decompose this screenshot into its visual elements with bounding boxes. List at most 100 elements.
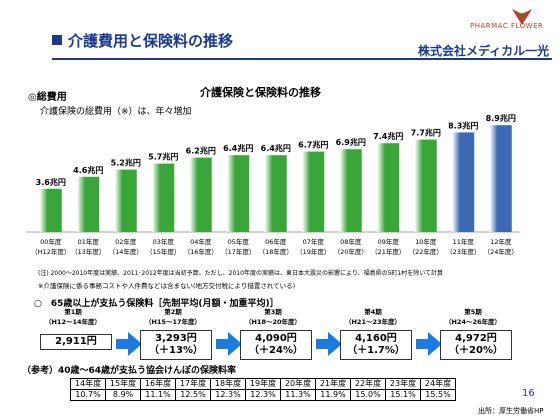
chart-title: 介護保険と保険料の推移 (200, 86, 321, 99)
rate-year-cell: 14年度 (70, 378, 106, 390)
rate-value-cell: 12.3% (245, 389, 281, 401)
bar-value-label: 3.6兆円 (36, 177, 66, 187)
category-label: 01年度 (78, 237, 100, 246)
period-label: 第1期 （H12～14年度） (28, 306, 118, 326)
table-row-years: 14年度 15年度 16年度 17年度 18年度 19年度 20年度 21年度 22年度 23年度… (70, 378, 456, 390)
category-label: （18年度） (259, 247, 293, 256)
source-note: 出所：厚生労働省HP (478, 407, 544, 415)
category-label: 04年度 (190, 237, 212, 246)
category-label: 00年度 (40, 237, 62, 246)
bar (302, 151, 325, 232)
bar-value-label: 8.9兆円 (486, 113, 516, 123)
bar-value-label: 5.2兆円 (111, 158, 141, 168)
rate-year-cell: 20年度 (280, 378, 316, 390)
category-label: 05年度 (228, 237, 250, 246)
cost-bar-chart: 3.6兆円 00年度（H12年度） 4.6兆円 01年度（13年度） 5.2兆円 02年度… (26, 113, 520, 256)
period-premium-box: 4,090円 （＋24%） (240, 330, 312, 360)
arrow-right-icon (316, 332, 342, 356)
rate-year-cell: 16年度 (140, 378, 176, 390)
period-label: 第3期 （H18～20年度） (228, 306, 318, 326)
bar (264, 155, 287, 232)
bar-value-label: 6.4兆円 (223, 143, 253, 153)
bar-value-label: 5.7兆円 (148, 152, 178, 162)
category-label: 08年度 (340, 237, 362, 246)
bar (227, 155, 250, 232)
period-name: 第4期 (364, 308, 382, 316)
category-label: 06年度 (265, 237, 287, 246)
bar (114, 169, 137, 232)
period-change-rate: （＋13%） (149, 345, 203, 356)
rate-year-cell: 17年度 (175, 378, 211, 390)
page-number: 16 (522, 388, 535, 399)
category-label: （14年度） (109, 247, 143, 256)
flower-logo-icon (512, 9, 532, 25)
period-name: 第3期 (264, 308, 282, 316)
period-label: 第4期 （H21～23年度） (328, 306, 418, 326)
bar (77, 176, 100, 232)
period-label: 第5期 （H24～26年度） (428, 306, 518, 326)
rate-value-cell: 11.1% (140, 389, 176, 401)
rate-value-cell: 12.5% (175, 389, 211, 401)
category-label: （17年度） (221, 247, 255, 256)
premium-rate-table: 14年度 15年度 16年度 17年度 18年度 19年度 20年度 21年度 22年度 23年度… (70, 378, 456, 401)
period-name: 第1期 (64, 308, 82, 316)
bar-value-label: 7.4兆円 (373, 131, 403, 141)
category-label: 09年度 (378, 237, 400, 246)
period-premium-value: 4,090円 (255, 333, 297, 344)
bar (152, 163, 175, 232)
rate-value-cell: 12.3% (210, 389, 246, 401)
category-label: （23年度） (446, 247, 480, 256)
category-label: （19年度） (296, 247, 330, 256)
category-label: （H12年度） (31, 247, 70, 256)
bar (39, 188, 62, 232)
bar-value-label: 6.7兆円 (298, 140, 328, 150)
period-premium-box: 4,972円 （＋20%） (440, 330, 512, 360)
period-change-rate: （＋1.7%） (347, 345, 405, 356)
period-premium-value: 4,972円 (455, 333, 497, 344)
rate-year-cell: 24年度 (420, 378, 456, 390)
category-label: （13年度） (71, 247, 105, 256)
category-label: 02年度 (115, 237, 137, 246)
bar-value-label: 8.3兆円 (448, 120, 478, 130)
chart-note-1: (注) 2000～2010年度は実績、2011･2012年度は当初予算。ただし、… (38, 270, 444, 277)
period-years: （H15～17年度） (144, 318, 202, 326)
bar-value-label: 7.7兆円 (411, 128, 441, 138)
rate-year-cell: 18年度 (210, 378, 246, 390)
rate-value-cell: 15.0% (350, 389, 386, 401)
rate-value-cell: 10.7% (70, 389, 106, 401)
period-years: （H12～14年度） (44, 318, 102, 326)
period-premium-box: 3,293円 （＋13%） (140, 330, 212, 360)
rate-value-cell: 15.5% (420, 389, 456, 401)
rate-year-cell: 21年度 (315, 378, 351, 390)
title-bullet (52, 35, 62, 45)
bar-value-label: 6.9兆円 (336, 137, 366, 147)
bar-value-label: 6.4兆円 (261, 143, 291, 153)
bar (339, 149, 362, 232)
period-premium-value: 3,293円 (155, 333, 197, 344)
rate-year-cell: 15年度 (105, 378, 141, 390)
period-years: （H24～26年度） (444, 318, 502, 326)
rate-year-cell: 19年度 (245, 378, 281, 390)
period-name: 第5期 (464, 308, 482, 316)
section-premium-label: ○ 65歳以上が支払う保険料［先制平均(月額・加重平均)］ (34, 299, 279, 309)
category-label: 11年度 (453, 237, 475, 246)
period-years: （H21～23年度） (344, 318, 402, 326)
period-premium-box: 2,911円 (40, 334, 112, 350)
category-label: 07年度 (303, 237, 325, 246)
period-premium-value: 2,911円 (55, 336, 97, 347)
rate-value-cell: 11.3% (280, 389, 316, 401)
category-label: 10年度 (415, 237, 437, 246)
category-label: （20年度） (334, 247, 368, 256)
bar-value-label: 6.2兆円 (186, 146, 216, 156)
arrow-right-icon (416, 332, 442, 356)
rate-value-cell: 8.9% (105, 389, 141, 401)
rate-year-cell: 22年度 (350, 378, 386, 390)
category-label: （21年度） (371, 247, 405, 256)
rate-value-cell: 15.1% (385, 389, 421, 401)
logo-text: PHARMAC FLOWER (470, 22, 544, 30)
table-row-rates: 10.7% 8.9% 11.1% 12.5% 12.3% 12.3% 11.3% 11.9% 1… (70, 389, 456, 401)
category-label: （22年度） (409, 247, 443, 256)
period-premium-value: 4,160円 (355, 333, 397, 344)
page-title: 介護費用と保険料の推移 (68, 32, 234, 50)
category-label: 12年度 (490, 237, 512, 246)
